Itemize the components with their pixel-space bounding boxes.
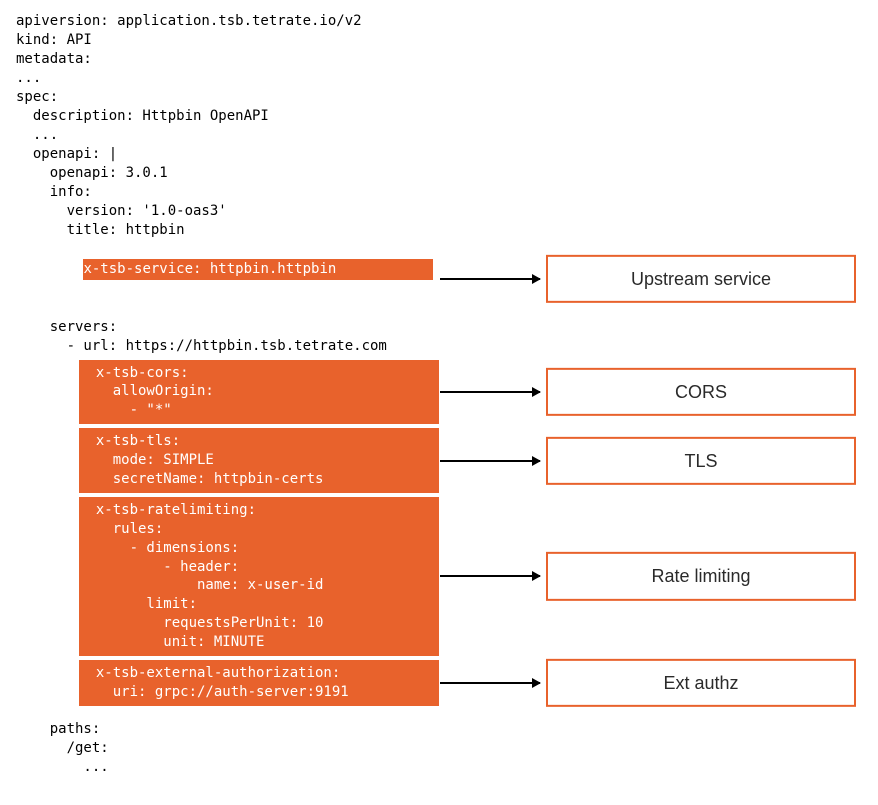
- code-line: description: Httpbin OpenAPI: [16, 108, 269, 124]
- code-line: kind: API: [16, 32, 92, 48]
- label-cors: CORS: [546, 368, 856, 416]
- code-line: info:: [16, 184, 92, 200]
- code-line: ...: [16, 127, 58, 143]
- code-line: openapi: 3.0.1: [16, 165, 168, 181]
- highlight-x-tsb-cors: x-tsb-cors: allowOrigin: - "*": [79, 360, 439, 425]
- arrow-icon: [440, 575, 540, 577]
- highlight-x-tsb-service: x-tsb-service: httpbin.httpbin: [83, 259, 433, 280]
- code-line: paths:: [16, 721, 100, 737]
- highlight-x-tsb-ratelimiting: x-tsb-ratelimiting: rules: - dimensions:…: [79, 497, 439, 656]
- label-ext-authz: Ext authz: [546, 659, 856, 707]
- arrow-icon: [440, 460, 540, 462]
- code-line: apiversion: application.tsb.tetrate.io/v…: [16, 13, 362, 29]
- arrow-icon: [440, 682, 540, 684]
- code-line: spec:: [16, 89, 58, 105]
- code-line: - url: https://httpbin.tsb.tetrate.com: [16, 338, 387, 354]
- highlight-x-tsb-tls: x-tsb-tls: mode: SIMPLE secretName: http…: [79, 428, 439, 493]
- code-line: version: '1.0-oas3': [16, 203, 227, 219]
- code-line: servers:: [16, 319, 117, 335]
- arrow-icon: [440, 278, 540, 280]
- code-line: title: httpbin: [16, 222, 185, 238]
- highlight-x-tsb-external-authorization: x-tsb-external-authorization: uri: grpc:…: [79, 660, 439, 706]
- label-upstream-service: Upstream service: [546, 255, 856, 303]
- arrow-icon: [440, 391, 540, 393]
- code-line: ...: [16, 70, 41, 86]
- code-line: ...: [16, 759, 109, 775]
- code-line: metadata:: [16, 51, 92, 67]
- code-line: openapi: |: [16, 146, 117, 162]
- code-indent: [33, 261, 84, 277]
- label-rate-limiting: Rate limiting: [546, 552, 856, 600]
- code-line: /get:: [16, 740, 109, 756]
- label-tls: TLS: [546, 436, 856, 484]
